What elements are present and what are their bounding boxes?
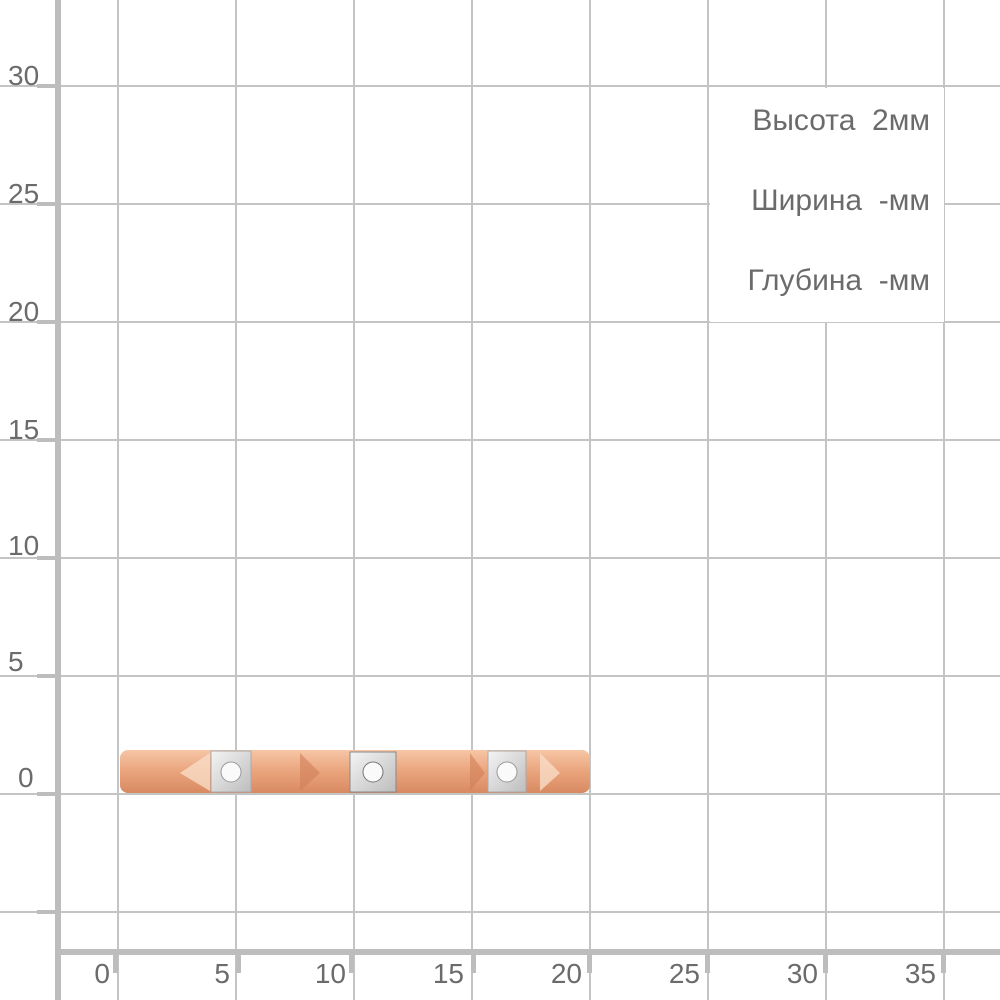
grid-line xyxy=(0,675,1000,677)
height-spec: Высота 2мм xyxy=(752,104,930,137)
x-tick xyxy=(113,953,118,973)
grid-line xyxy=(0,85,1000,87)
y-tick xyxy=(37,674,57,678)
ring-image xyxy=(120,750,590,793)
x-tick xyxy=(349,953,354,973)
x-tick-label: 5 xyxy=(214,958,230,989)
grid-line xyxy=(825,0,827,1000)
y-tick xyxy=(37,202,57,206)
x-tick-label: 15 xyxy=(432,958,464,989)
grid-line xyxy=(0,203,1000,205)
grid-line xyxy=(0,793,1000,795)
y-tick xyxy=(37,792,57,796)
y-tick xyxy=(37,84,57,88)
width-spec: Ширина -мм xyxy=(751,184,930,217)
x-tick-label: 30 xyxy=(786,958,818,989)
grid-line xyxy=(0,321,1000,323)
x-tick-label: 35 xyxy=(904,958,936,989)
grid-line xyxy=(353,0,355,1000)
y-tick-label: 0 xyxy=(18,762,34,793)
y-tick-label: 10 xyxy=(8,530,40,561)
grid-line xyxy=(943,0,945,1000)
grid-line xyxy=(589,0,591,1000)
y-tick-label: 5 xyxy=(8,646,24,677)
y-tick xyxy=(37,556,57,560)
y-tick-label: 30 xyxy=(8,60,40,91)
x-tick xyxy=(823,953,828,973)
y-tick-label: 20 xyxy=(8,296,40,327)
grid-line xyxy=(0,557,1000,559)
y-tick xyxy=(37,320,57,324)
x-tick-label: 25 xyxy=(668,958,700,989)
stone-setting xyxy=(487,750,527,793)
grid-line xyxy=(707,0,709,1000)
grid-line xyxy=(117,0,119,1000)
grid-line xyxy=(471,0,473,1000)
y-tick xyxy=(37,910,57,914)
x-tick xyxy=(236,953,241,973)
x-tick xyxy=(587,953,592,973)
x-tick xyxy=(941,953,946,973)
grid-line xyxy=(235,0,237,1000)
x-tick-label: 0 xyxy=(94,958,110,989)
y-tick-label: 15 xyxy=(8,414,40,445)
stone-setting xyxy=(210,750,252,793)
y-tick xyxy=(37,438,57,442)
x-axis xyxy=(55,949,1000,955)
y-axis xyxy=(55,0,61,1000)
x-tick xyxy=(705,953,710,973)
stone-setting xyxy=(349,751,397,793)
x-tick-label: 20 xyxy=(550,958,582,989)
grid-line xyxy=(0,911,1000,913)
x-tick xyxy=(471,953,476,973)
grid-line xyxy=(0,439,1000,441)
x-tick-label: 10 xyxy=(314,958,346,989)
dimensions-panel: Высота 2мм Ширина -мм Глубина -мм xyxy=(710,88,944,322)
depth-spec: Глубина -мм xyxy=(747,264,930,297)
y-tick-label: 25 xyxy=(8,178,40,209)
